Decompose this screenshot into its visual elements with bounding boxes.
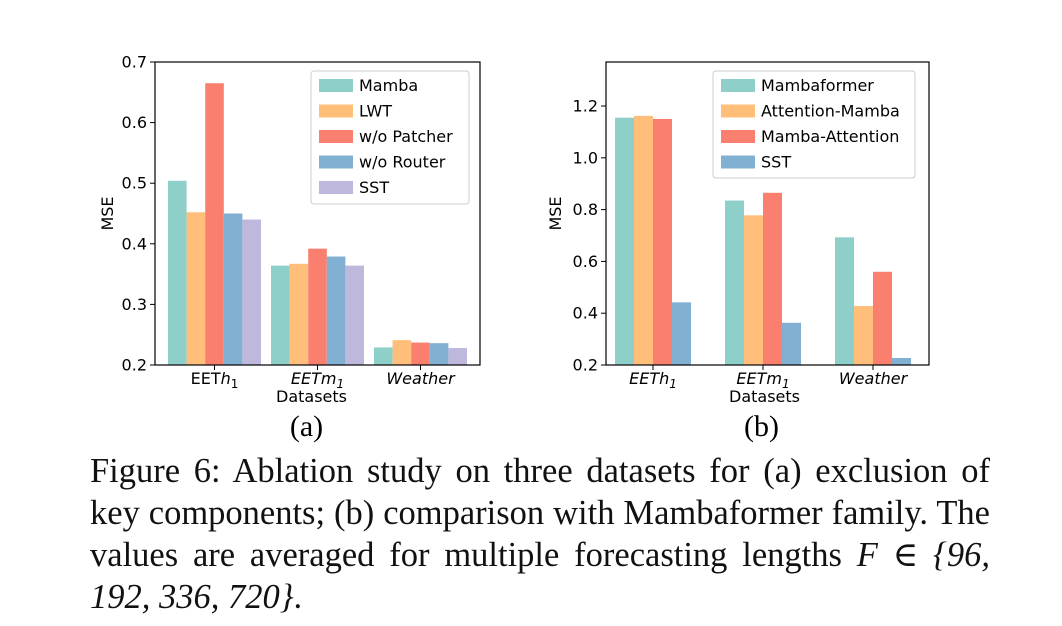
- y-tick-label: 0.7: [122, 53, 147, 72]
- bar-sst-weather: [448, 348, 467, 365]
- bar-w-o-router-eetm1: [326, 256, 346, 365]
- y-tick-label: 0.5: [122, 174, 147, 193]
- bar-sst-eetm1: [345, 265, 364, 365]
- y-tick-label: 0.4: [122, 234, 147, 253]
- x-tick-label: EETh1: [629, 369, 677, 391]
- x-axis-label: Datasets: [729, 387, 800, 406]
- bar-sst-weather: [892, 358, 911, 365]
- y-tick-label: 0.2: [122, 356, 147, 375]
- bar-mamba-attention-eeth1: [653, 118, 672, 365]
- caption-math: F ∈ {96, 192, 336, 720}: [90, 536, 990, 616]
- x-axis-label: Datasets: [276, 387, 347, 406]
- bar-mamba-eeth1: [168, 180, 187, 365]
- legend-swatch: [319, 79, 353, 92]
- bar-lwt-eeth1: [186, 212, 206, 365]
- legend-entry: Mamba: [359, 76, 418, 95]
- legend-entry: SST: [359, 178, 389, 197]
- legend-entry: LWT: [359, 102, 392, 121]
- bar-w-o-router-eeth1: [223, 213, 243, 365]
- bar-w-o-patcher-eetm1: [308, 248, 327, 365]
- bar-attention-mamba-weather: [854, 305, 873, 365]
- bar-lwt-eetm1: [289, 263, 309, 365]
- caption-end: .: [293, 578, 303, 616]
- bar-sst-eeth1: [672, 302, 691, 365]
- legend-entry: Mambaformer: [761, 76, 874, 95]
- legend-entry: SST: [761, 153, 791, 172]
- y-tick-label: 0.8: [573, 200, 598, 219]
- legend-swatch: [319, 104, 353, 118]
- bar-sst-eetm1: [782, 322, 801, 365]
- legend-swatch: [721, 130, 755, 143]
- y-tick-label: 0.4: [573, 304, 598, 323]
- x-tick-label: Weather: [386, 369, 456, 388]
- legend-box: [310, 70, 470, 205]
- bar-mambaformer-eetm1: [725, 200, 744, 365]
- y-axis-label: MSE: [98, 196, 117, 230]
- panel-label: (b): [744, 410, 779, 443]
- x-tick-label: EETm1: [736, 369, 789, 391]
- figure-caption: Figure 6: Ablation study on three datase…: [90, 450, 990, 618]
- legend-entry: w/o Patcher: [359, 127, 453, 146]
- legend-entry: w/o Router: [359, 153, 446, 172]
- x-tick-label: EETh1: [191, 369, 239, 391]
- legend-swatch: [721, 155, 755, 169]
- legend-swatch: [319, 181, 353, 194]
- legend-entry: Mamba-Attention: [761, 127, 899, 146]
- bar-mambaformer-eeth1: [615, 117, 634, 365]
- plot-frame: [154, 61, 481, 366]
- caption-text: Figure 6: Ablation study on three datase…: [90, 452, 990, 574]
- bar-mamba-attention-weather: [873, 271, 892, 365]
- panel-label: (a): [290, 410, 323, 443]
- bar-mamba-weather: [374, 347, 393, 365]
- y-tick-label: 0.2: [573, 356, 598, 375]
- y-tick-label: 0.6: [573, 252, 598, 271]
- x-tick-label: Weather: [839, 369, 909, 388]
- bar-mambaformer-weather: [835, 237, 854, 365]
- legend-swatch: [721, 104, 755, 118]
- legend: Mamba LWT w/o Patcher w/o Router SST: [310, 70, 470, 205]
- plot-frame: [605, 61, 930, 366]
- y-tick-label: 0.6: [122, 113, 147, 132]
- chart-panel-1: EETh1 EETm1 Weather 0.2 0.3 0.4 0.5 0.6 0.7 MSE Da…: [98, 53, 481, 443]
- legend: Mambaformer Attention-Mamba Mamba-Attentio…: [712, 70, 916, 179]
- bar-w-o-patcher-eeth1: [205, 83, 224, 366]
- bar-mamba-attention-eetm1: [763, 192, 782, 365]
- legend-entry: Attention-Mamba: [761, 102, 900, 121]
- y-tick-label: 1.2: [573, 97, 598, 116]
- chart-panel-2: EETh1 EETm1 Weather 0.2 0.4 0.6 0.8 1.0 1.2 MSE Da…: [546, 61, 930, 443]
- bar-lwt-weather: [392, 340, 412, 365]
- legend-swatch: [319, 130, 353, 143]
- y-axis-label: MSE: [546, 196, 565, 230]
- bar-w-o-patcher-weather: [411, 342, 430, 365]
- bar-w-o-router-weather: [429, 343, 449, 365]
- y-tick-label: 0.3: [122, 295, 147, 314]
- bar-mamba-eetm1: [271, 265, 290, 365]
- bar-attention-mamba-eeth1: [634, 115, 653, 365]
- legend-swatch: [319, 155, 353, 169]
- y-tick-label: 1.0: [573, 148, 598, 167]
- x-tick-label: EETm1: [291, 369, 344, 391]
- bar-attention-mamba-eetm1: [744, 215, 763, 365]
- ablation-figure: EETh1 EETm1 Weather 0.2 0.3 0.4 0.5 0.6 0.7 MSE Da…: [98, 53, 930, 443]
- legend-box: [712, 70, 916, 179]
- bar-sst-eeth1: [242, 219, 261, 365]
- legend-swatch: [721, 79, 755, 92]
